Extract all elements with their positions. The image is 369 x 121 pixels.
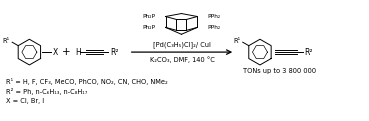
Text: H: H [75,48,81,57]
Text: K₂CO₃, DMF, 140 °C: K₂CO₃, DMF, 140 °C [149,56,214,63]
Text: [Pd(C₃H₅)Cl]₂/ CuI: [Pd(C₃H₅)Cl]₂/ CuI [153,41,211,48]
Text: PPh₂: PPh₂ [207,25,220,30]
Text: +: + [62,47,70,57]
Text: X: X [53,48,59,57]
Text: PPh₂: PPh₂ [207,14,220,19]
Text: R¹: R¹ [3,38,10,44]
Text: X = Cl, Br, I: X = Cl, Br, I [6,98,44,104]
Text: R² = Ph, n-C₆H₁₃, n-C₈H₁₇: R² = Ph, n-C₆H₁₃, n-C₈H₁₇ [6,88,87,95]
Text: Ph₂P: Ph₂P [142,25,156,30]
Text: R¹ = H, F, CF₃, MeCO, PhCO, NO₂, CN, CHO, NMe₂: R¹ = H, F, CF₃, MeCO, PhCO, NO₂, CN, CHO… [6,78,167,85]
Text: R¹: R¹ [233,38,240,44]
Text: Ph₂P: Ph₂P [142,14,156,19]
Text: R²: R² [110,48,118,57]
Text: R²: R² [305,48,313,57]
Text: TONs up to 3 800 000: TONs up to 3 800 000 [243,68,316,74]
